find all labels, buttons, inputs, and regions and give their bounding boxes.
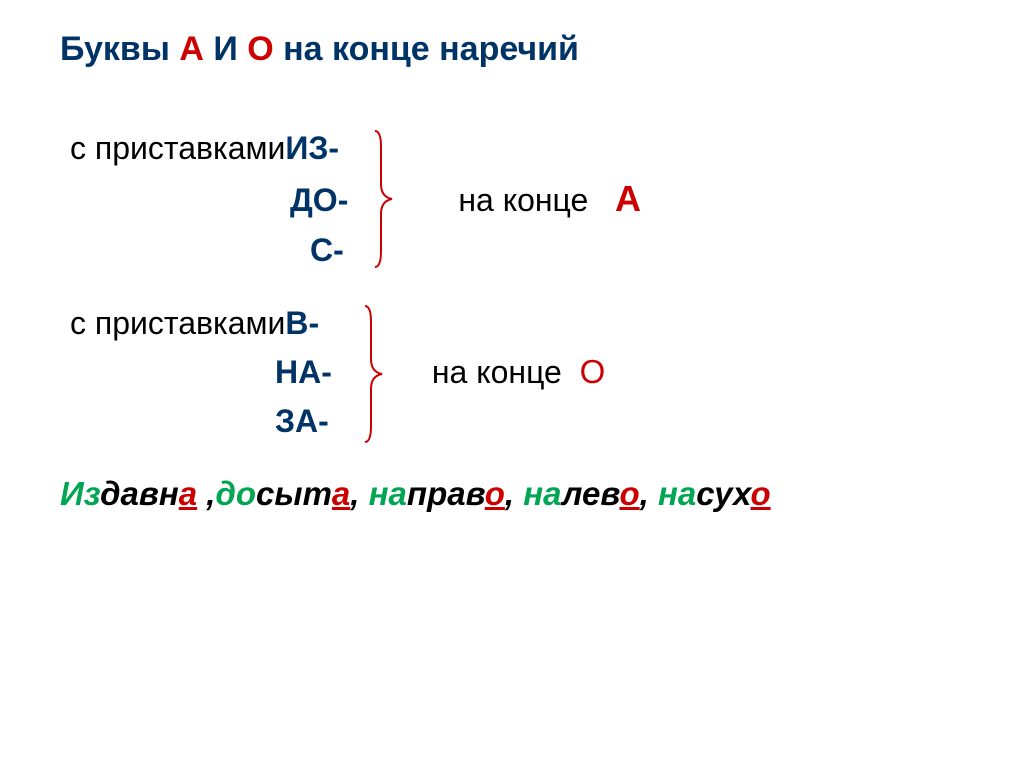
rule-block-2: с приставками В- НА- на конце О ЗА- <box>60 299 964 445</box>
example-suffix: о <box>485 475 505 512</box>
title-letter-a: А <box>179 30 204 68</box>
rule2-line1: с приставками В- <box>60 299 964 347</box>
rule1-prefix-3: С- <box>310 226 344 274</box>
example-stem: давн <box>100 475 179 512</box>
rule2-prefix-3: ЗА- <box>275 397 329 445</box>
rule-block-1: с приставками ИЗ- ДО- на конце А С- <box>60 124 964 274</box>
example-separator: , <box>350 475 368 512</box>
example-stem: сыт <box>256 475 332 512</box>
rule2-line2: НА- на конце О <box>60 347 964 397</box>
example-separator: , <box>505 475 523 512</box>
rule2-prefix-2: НА- <box>60 348 332 396</box>
rule1-prefix-2: ДО- <box>60 176 348 224</box>
example-prefix: на <box>658 475 696 512</box>
example-suffix: о <box>619 475 639 512</box>
title-part3: на конце наречий <box>274 30 579 68</box>
example-prefix: Из <box>60 475 100 512</box>
example-stem: лев <box>562 475 620 512</box>
rule1-end-label: на конце <box>458 176 588 224</box>
rule2-intro: с приставками <box>70 299 285 347</box>
rule1-line3: С- <box>60 226 964 274</box>
example-stem: прав <box>407 475 485 512</box>
rule2-line3: ЗА- <box>60 397 964 445</box>
rule1-prefix-1: ИЗ- <box>285 124 339 172</box>
example-separator: , <box>640 475 658 512</box>
rule2-prefix-1: В- <box>285 299 319 347</box>
rule1-line2: ДО- на конце А <box>60 172 964 226</box>
example-suffix: а <box>179 475 197 512</box>
title-part2: И <box>204 30 247 68</box>
title-letter-o: О <box>247 30 273 68</box>
example-suffix: о <box>751 475 771 512</box>
example-stem: сух <box>696 475 750 512</box>
page-title: Буквы А И О на конце наречий <box>60 30 964 69</box>
rule2-end-letter: О <box>580 347 606 397</box>
rule2-end-label: на конце <box>432 348 562 396</box>
example-prefix: до <box>215 475 256 512</box>
examples-line: Издавна ,досыта, направо, налево, насухо <box>60 475 964 513</box>
rule1-line1: с приставками ИЗ- <box>60 124 964 172</box>
rule1-end-letter: А <box>615 172 641 226</box>
rule1-intro: с приставками <box>70 124 285 172</box>
example-prefix: на <box>369 475 407 512</box>
title-part1: Буквы <box>60 30 179 68</box>
example-prefix: на <box>523 475 562 512</box>
example-suffix: а <box>332 475 350 512</box>
